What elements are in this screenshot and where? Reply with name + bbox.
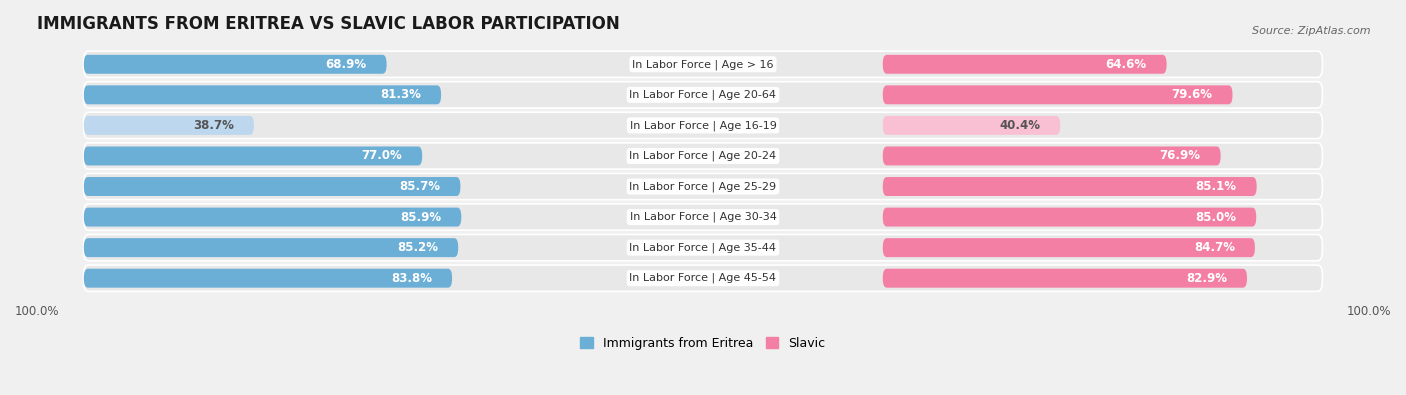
FancyBboxPatch shape	[883, 269, 1247, 288]
Text: 81.3%: 81.3%	[380, 88, 422, 102]
FancyBboxPatch shape	[883, 177, 1257, 196]
Text: 68.9%: 68.9%	[326, 58, 367, 71]
Text: In Labor Force | Age > 16: In Labor Force | Age > 16	[633, 59, 773, 70]
Text: 85.9%: 85.9%	[401, 211, 441, 224]
Text: 85.1%: 85.1%	[1195, 180, 1237, 193]
Text: In Labor Force | Age 20-24: In Labor Force | Age 20-24	[630, 151, 776, 161]
Text: 83.8%: 83.8%	[391, 272, 432, 285]
FancyBboxPatch shape	[883, 147, 1220, 166]
FancyBboxPatch shape	[83, 82, 1323, 108]
Text: IMMIGRANTS FROM ERITREA VS SLAVIC LABOR PARTICIPATION: IMMIGRANTS FROM ERITREA VS SLAVIC LABOR …	[37, 15, 620, 33]
FancyBboxPatch shape	[883, 208, 1256, 227]
Text: In Labor Force | Age 45-54: In Labor Force | Age 45-54	[630, 273, 776, 284]
Text: 64.6%: 64.6%	[1105, 58, 1147, 71]
FancyBboxPatch shape	[883, 116, 1060, 135]
Text: 85.7%: 85.7%	[399, 180, 440, 193]
Text: In Labor Force | Age 16-19: In Labor Force | Age 16-19	[630, 120, 776, 131]
FancyBboxPatch shape	[83, 173, 1323, 199]
Text: In Labor Force | Age 30-34: In Labor Force | Age 30-34	[630, 212, 776, 222]
Text: 82.9%: 82.9%	[1187, 272, 1227, 285]
Text: 77.0%: 77.0%	[361, 149, 402, 162]
FancyBboxPatch shape	[83, 143, 1323, 169]
Text: 76.9%: 76.9%	[1160, 149, 1201, 162]
Text: 85.0%: 85.0%	[1195, 211, 1236, 224]
FancyBboxPatch shape	[83, 265, 1323, 292]
Text: In Labor Force | Age 20-64: In Labor Force | Age 20-64	[630, 90, 776, 100]
FancyBboxPatch shape	[84, 116, 254, 135]
FancyBboxPatch shape	[84, 208, 461, 227]
FancyBboxPatch shape	[84, 177, 460, 196]
FancyBboxPatch shape	[84, 269, 453, 288]
FancyBboxPatch shape	[883, 85, 1233, 104]
FancyBboxPatch shape	[83, 235, 1323, 261]
FancyBboxPatch shape	[84, 238, 458, 257]
FancyBboxPatch shape	[883, 55, 1167, 74]
Text: In Labor Force | Age 25-29: In Labor Force | Age 25-29	[630, 181, 776, 192]
FancyBboxPatch shape	[83, 51, 1323, 77]
Text: 40.4%: 40.4%	[1000, 119, 1040, 132]
Text: 79.6%: 79.6%	[1171, 88, 1212, 102]
FancyBboxPatch shape	[84, 147, 422, 166]
Text: 38.7%: 38.7%	[193, 119, 233, 132]
Legend: Immigrants from Eritrea, Slavic: Immigrants from Eritrea, Slavic	[581, 337, 825, 350]
FancyBboxPatch shape	[83, 112, 1323, 139]
FancyBboxPatch shape	[883, 238, 1256, 257]
FancyBboxPatch shape	[83, 204, 1323, 230]
Text: 84.7%: 84.7%	[1194, 241, 1234, 254]
Text: In Labor Force | Age 35-44: In Labor Force | Age 35-44	[630, 243, 776, 253]
FancyBboxPatch shape	[84, 55, 387, 74]
FancyBboxPatch shape	[84, 85, 441, 104]
Text: 85.2%: 85.2%	[398, 241, 439, 254]
Text: Source: ZipAtlas.com: Source: ZipAtlas.com	[1253, 26, 1371, 36]
